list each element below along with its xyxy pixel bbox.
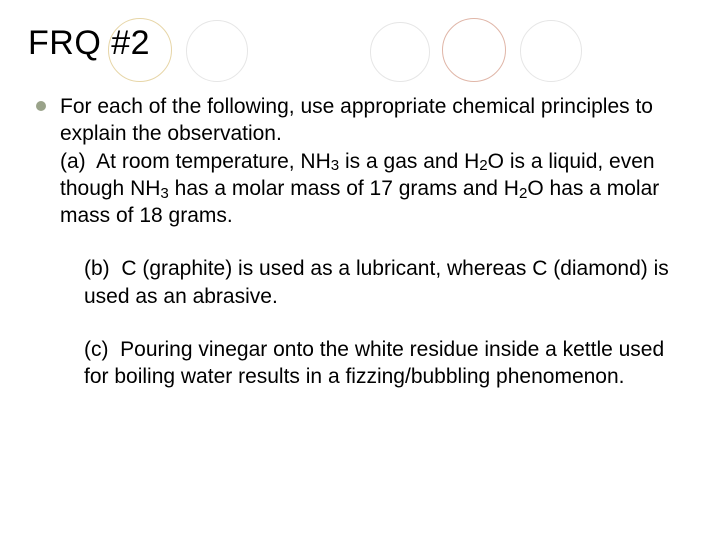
slide-title: FRQ #2 — [28, 24, 692, 63]
a-seg4: has a molar mass of 17 grams and H — [169, 177, 519, 200]
intro-text: For each of the following, use appropria… — [60, 95, 653, 145]
part-b-text: (b) C (graphite) is used as a lubricant,… — [84, 255, 692, 310]
a-seg1: (a) At room temperature, NH — [60, 150, 331, 173]
sub-3: 3 — [331, 157, 339, 174]
sub-2: 2 — [479, 157, 487, 174]
bullet-item: For each of the following, use appropria… — [28, 93, 692, 229]
bullet-text: For each of the following, use appropria… — [60, 93, 692, 229]
a-seg2: is a gas and H — [339, 150, 479, 173]
part-c-text: (c) Pouring vinegar onto the white resid… — [84, 336, 692, 391]
sub-2b: 2 — [519, 185, 527, 202]
part-a-text: (a) At room temperature, NH3 is a gas an… — [60, 150, 659, 228]
bullet-dot-icon — [36, 101, 46, 111]
slide-content: FRQ #2 For each of the following, use ap… — [0, 0, 720, 437]
sub-3b: 3 — [160, 185, 168, 202]
